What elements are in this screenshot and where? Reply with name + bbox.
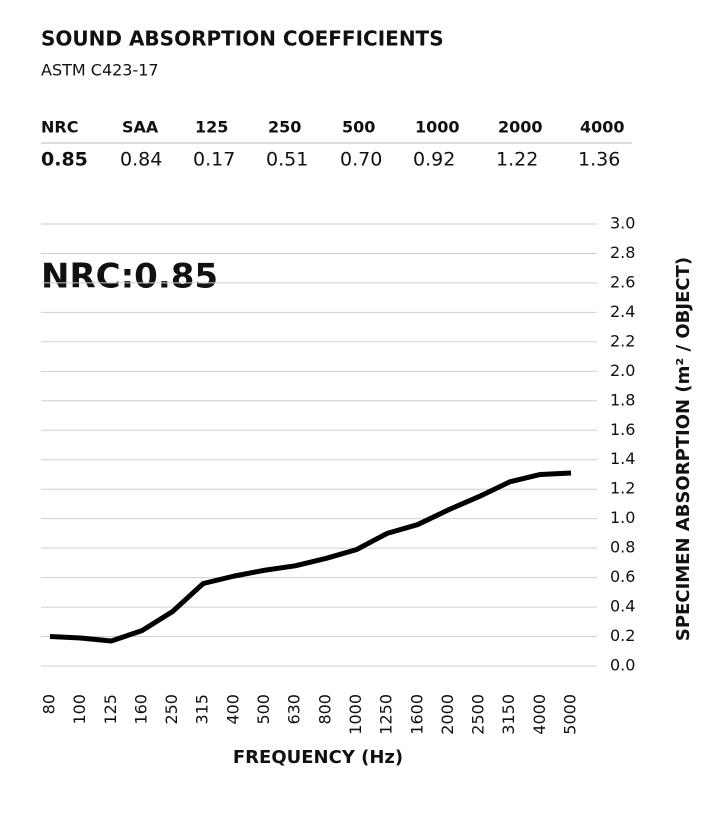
x-tick-label: 500: [254, 694, 273, 725]
y-tick-label: 0.0: [610, 656, 635, 675]
table-value: 0.70: [340, 149, 382, 171]
y-tick-label: 0.6: [610, 567, 635, 586]
y-tick-label: 3.0: [610, 214, 635, 233]
table-value: 0.84: [120, 149, 162, 171]
table-value: 0.51: [266, 149, 308, 171]
data-line: [49, 470, 572, 644]
x-tick-label: 2500: [469, 694, 488, 735]
table-header: 4000: [580, 118, 625, 137]
x-tick-label: 1600: [407, 694, 426, 735]
y-tick-label: 2.0: [610, 361, 635, 380]
x-tick-label: 400: [223, 694, 242, 725]
table-header: 1000: [415, 118, 460, 137]
table-value: 0.92: [413, 149, 455, 171]
x-tick-label: 315: [193, 694, 212, 725]
y-tick-label: 2.4: [610, 302, 635, 321]
y-tick-label: 1.8: [610, 390, 635, 409]
table-value: 1.22: [496, 149, 538, 171]
x-tick-label: 250: [162, 694, 181, 725]
x-axis-label: FREQUENCY (Hz): [233, 747, 403, 768]
table-value: 0.17: [193, 149, 235, 171]
x-tick-label: 800: [315, 694, 334, 725]
y-tick-label: 2.6: [610, 272, 635, 291]
y-tick-label: 1.0: [610, 508, 635, 527]
table-value: 1.36: [578, 149, 620, 171]
table-header: 2000: [498, 118, 543, 137]
table-header: SAA: [122, 118, 159, 137]
title: SOUND ABSORPTION COEFFICIENTS: [41, 27, 444, 51]
table-header: NRC: [41, 118, 78, 137]
x-tick-label: 4000: [530, 694, 549, 735]
y-tick-label: 1.4: [610, 449, 635, 468]
table-header: 125: [195, 118, 228, 137]
subtitle: ASTM C423-17: [41, 61, 159, 80]
x-tick-label: 1000: [346, 694, 365, 735]
table-value: 0.85: [41, 149, 88, 171]
x-tick-label: 630: [285, 694, 304, 725]
y-tick-label: 2.2: [610, 331, 635, 350]
x-tick-label: 125: [101, 694, 120, 725]
table-header: 250: [268, 118, 301, 137]
y-tick-label: 1.2: [610, 479, 635, 498]
x-tick-label: 5000: [561, 694, 580, 735]
x-tick-label: 2000: [438, 694, 457, 735]
x-tick-label: 100: [70, 694, 89, 725]
y-tick-label: 0.8: [610, 538, 635, 557]
table-header: 500: [342, 118, 375, 137]
y-tick-label: 0.2: [610, 626, 635, 645]
annotation: NRC:0.85: [41, 257, 218, 297]
x-tick-label: 3150: [499, 694, 518, 735]
x-tick-label: 160: [131, 694, 150, 725]
x-tick-label: 1250: [377, 694, 396, 735]
y-tick-label: 1.6: [610, 420, 635, 439]
y-tick-label: 2.8: [610, 243, 635, 262]
y-tick-label: 0.4: [610, 597, 635, 616]
x-tick-label: 80: [40, 694, 59, 714]
y-axis-label: SPECIMEN ABSORPTION (m² / OBJECT): [673, 257, 694, 641]
